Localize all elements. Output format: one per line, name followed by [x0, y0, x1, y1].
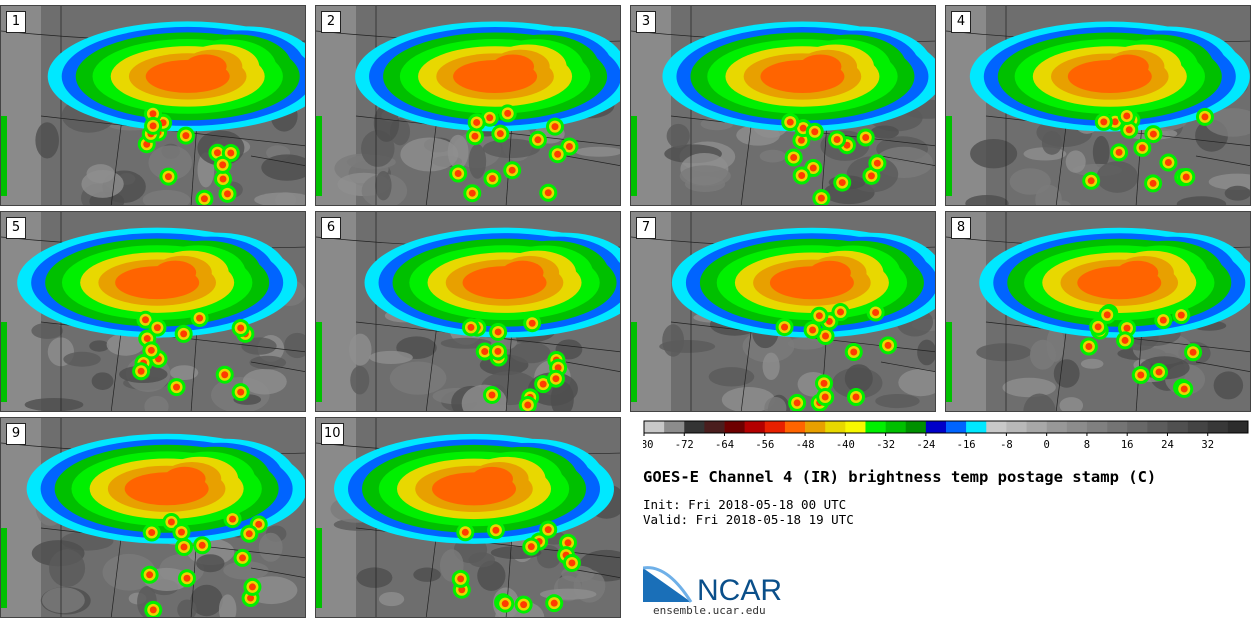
colorbar-tick-label: 32: [1201, 439, 1214, 451]
satellite-image: [316, 6, 620, 205]
satellite-image: [631, 6, 935, 205]
colorbar-tick-label: -64: [715, 439, 734, 451]
colorbar-segment: [1006, 421, 1027, 433]
satellite-image: [946, 6, 1250, 205]
ensemble-member-panel: 6: [315, 211, 621, 412]
colorbar-segment: [664, 421, 685, 433]
panel-number: 6: [321, 217, 341, 239]
colorbar-segment: [966, 421, 987, 433]
satellite-image: [1, 6, 305, 205]
colorbar-segment: [1127, 421, 1148, 433]
colorbar-segment: [724, 421, 745, 433]
ensemble-member-panel: 8: [945, 211, 1251, 412]
colorbar-tick-label: -24: [916, 439, 935, 451]
valid-time: Valid: Fri 2018-05-18 19 UTC: [643, 512, 854, 527]
colorbar-tick-label: 0: [1044, 439, 1050, 451]
colorbar-segment: [1086, 421, 1108, 433]
colorbar-tick-label: -16: [957, 439, 976, 451]
colorbar-segment: [1227, 421, 1249, 433]
colorbar-segment: [1187, 421, 1209, 433]
colorbar-segment: [825, 421, 846, 433]
satellite-image: [946, 212, 1250, 411]
colorbar-segment: [805, 421, 826, 433]
colorbar-segment: [946, 421, 967, 433]
panel-number: 1: [6, 11, 26, 33]
colorbar-tick-label: 24: [1161, 439, 1174, 451]
colorbar-segment: [865, 421, 886, 433]
panel-number: 5: [6, 217, 26, 239]
colorbar-segment: [885, 421, 907, 433]
colorbar-segment: [1107, 421, 1128, 433]
panel-number: 7: [636, 217, 656, 239]
colorbar-tick-label: -80: [643, 439, 653, 451]
ensemble-member-panel: 3: [630, 5, 936, 206]
colorbar-segment: [744, 421, 766, 433]
ensemble-member-panel: 10: [315, 417, 621, 618]
ensemble-member-panel: 4: [945, 5, 1251, 206]
colorbar-tick-label: -48: [796, 439, 815, 451]
panel-number: 3: [636, 11, 656, 33]
colorbar-segment: [986, 421, 1007, 433]
colorbar-tick-label: -40: [836, 439, 855, 451]
panel-number: 2: [321, 11, 341, 33]
colorbar-segment: [925, 421, 947, 433]
colorbar-tick-label: -8: [1000, 439, 1013, 451]
colorbar-segment: [684, 421, 705, 433]
panel-number: 4: [951, 11, 971, 33]
colorbar-segment: [704, 421, 725, 433]
colorbar-tick-label: -56: [755, 439, 774, 451]
colorbar-segment: [1147, 421, 1168, 433]
satellite-image: [316, 418, 620, 617]
colorbar-tick-label: 16: [1121, 439, 1134, 451]
figure-title: GOES-E Channel 4 (IR) brightness temp po…: [643, 468, 1157, 486]
colorbar-segment: [845, 421, 866, 433]
colorbar-tick-label: -32: [876, 439, 895, 451]
colorbar-segment: [784, 421, 806, 433]
ensemble-member-panel: 7: [630, 211, 936, 412]
logo-wordmark: NCAR: [697, 574, 782, 604]
satellite-image: [316, 212, 620, 411]
colorbar-segment: [764, 421, 786, 433]
satellite-image: [1, 212, 305, 411]
colorbar-segment: [1026, 421, 1047, 433]
init-time: Init: Fri 2018-05-18 00 UTC: [643, 497, 847, 512]
colorbar-segment: [1207, 421, 1229, 433]
panel-number: 8: [951, 217, 971, 239]
panel-number: 9: [6, 423, 26, 445]
ensemble-member-panel: 1: [0, 5, 306, 206]
colorbar-tick-label: -72: [675, 439, 694, 451]
colorbar-segment: [1066, 421, 1088, 433]
ensemble-member-panel: 9: [0, 417, 306, 618]
site-url: ensemble.ucar.edu: [653, 604, 766, 617]
colorbar-segment: [644, 421, 665, 433]
colorbar-segment: [905, 421, 927, 433]
colorbar-segment: [1046, 421, 1068, 433]
ncar-logo: NCAR: [643, 562, 782, 604]
colorbar-tick-label: 8: [1084, 439, 1090, 451]
ensemble-member-panel: 5: [0, 211, 306, 412]
ensemble-member-panel: 2: [315, 5, 621, 206]
satellite-image: [1, 418, 305, 617]
satellite-image: [631, 212, 935, 411]
colorbar-segment: [1167, 421, 1188, 433]
panel-number: 10: [321, 423, 344, 445]
